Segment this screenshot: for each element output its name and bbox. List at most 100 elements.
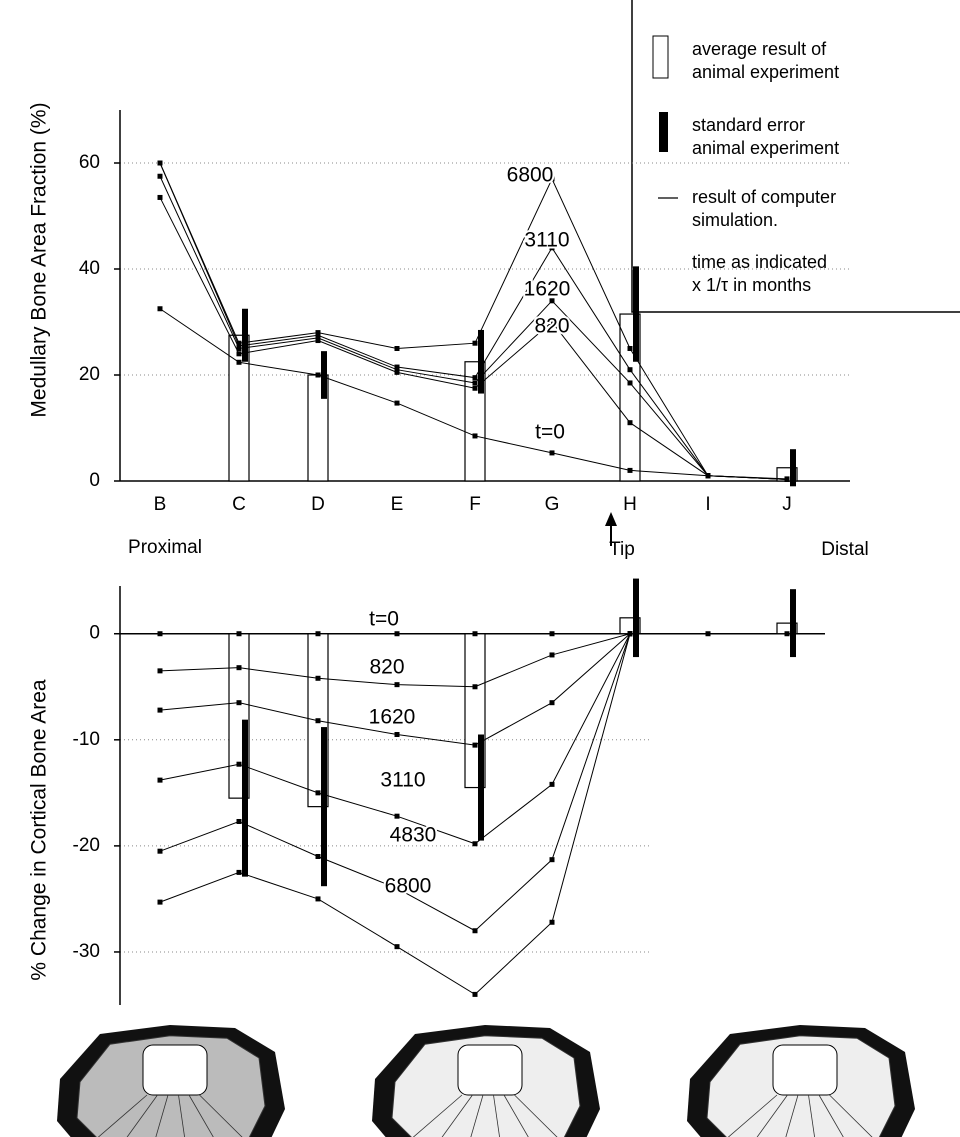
legend-text: average result of bbox=[692, 39, 827, 59]
error-bar bbox=[478, 735, 484, 841]
point bbox=[237, 360, 242, 365]
point bbox=[316, 373, 321, 378]
point bbox=[550, 652, 555, 657]
point bbox=[316, 854, 321, 859]
point bbox=[395, 944, 400, 949]
y-tick-label: -20 bbox=[73, 835, 100, 856]
y-tick-label: 60 bbox=[79, 152, 100, 173]
x-tick-label: J bbox=[782, 494, 792, 515]
error-bar bbox=[321, 351, 327, 399]
point bbox=[473, 841, 478, 846]
point bbox=[550, 631, 555, 636]
series-label: 6800 bbox=[507, 164, 554, 187]
point bbox=[395, 732, 400, 737]
point bbox=[316, 338, 321, 343]
point bbox=[785, 631, 790, 636]
series-label: 1620 bbox=[369, 706, 416, 729]
point bbox=[395, 370, 400, 375]
error-bar bbox=[633, 266, 639, 361]
point bbox=[158, 900, 163, 905]
y-tick-label: 0 bbox=[89, 470, 100, 491]
series-label: 820 bbox=[369, 656, 404, 679]
series-label: 1620 bbox=[524, 278, 571, 301]
error-bar bbox=[242, 720, 248, 877]
error-bar bbox=[790, 589, 796, 657]
point bbox=[473, 684, 478, 689]
figure: Medullary Bone Area Fraction (%) 0 20 40 60 B… bbox=[0, 0, 960, 1137]
series-label: t=0 bbox=[369, 608, 399, 631]
point bbox=[628, 468, 633, 473]
point bbox=[473, 743, 478, 748]
point bbox=[706, 473, 711, 478]
section-canal bbox=[773, 1045, 837, 1095]
point bbox=[473, 433, 478, 438]
point bbox=[158, 161, 163, 166]
x-tick-label: F bbox=[469, 494, 481, 515]
x-tick-label: B bbox=[154, 494, 167, 515]
point bbox=[237, 631, 242, 636]
point bbox=[473, 631, 478, 636]
point bbox=[316, 896, 321, 901]
legend-text: animal experiment bbox=[692, 138, 839, 158]
cross-sections bbox=[57, 1025, 915, 1137]
point bbox=[237, 870, 242, 875]
point bbox=[316, 790, 321, 795]
x-tick-label: D bbox=[311, 494, 325, 515]
series-label: t=0 bbox=[535, 421, 565, 444]
x-tick-label: E bbox=[391, 494, 404, 515]
point bbox=[550, 782, 555, 787]
y-axis-label: Medullary Bone Area Fraction (%) bbox=[28, 102, 51, 417]
legend-text: simulation. bbox=[692, 210, 778, 230]
section-canal bbox=[458, 1045, 522, 1095]
series-label: 4830 bbox=[390, 824, 437, 847]
section-canal bbox=[143, 1045, 207, 1095]
point bbox=[785, 476, 790, 481]
point bbox=[628, 420, 633, 425]
point bbox=[316, 631, 321, 636]
y-tick-label: 40 bbox=[79, 258, 100, 279]
point bbox=[395, 814, 400, 819]
point bbox=[237, 762, 242, 767]
legend-text: animal experiment bbox=[692, 62, 839, 82]
point bbox=[550, 857, 555, 862]
point bbox=[628, 631, 633, 636]
point bbox=[473, 341, 478, 346]
point bbox=[628, 380, 633, 385]
point bbox=[237, 819, 242, 824]
error-bar bbox=[478, 330, 484, 394]
error-bar bbox=[790, 449, 796, 486]
point bbox=[395, 631, 400, 636]
point bbox=[158, 778, 163, 783]
x-tick-label: C bbox=[232, 494, 246, 515]
legend-error-icon bbox=[659, 112, 668, 152]
point bbox=[473, 380, 478, 385]
point bbox=[473, 928, 478, 933]
point bbox=[473, 992, 478, 997]
point bbox=[550, 920, 555, 925]
error-bar bbox=[321, 727, 327, 886]
legend-text: x 1/τ in months bbox=[692, 275, 811, 295]
legend-bar-icon bbox=[653, 36, 668, 78]
legend-text: standard error bbox=[692, 115, 805, 135]
annotation: Distal bbox=[821, 539, 869, 560]
point bbox=[316, 718, 321, 723]
x-tick-label: H bbox=[623, 494, 637, 515]
series-label: 3110 bbox=[380, 769, 425, 792]
y-tick-label: -10 bbox=[73, 729, 100, 750]
legend-text: result of computer bbox=[692, 187, 836, 207]
y-tick-label: 20 bbox=[79, 364, 100, 385]
point bbox=[550, 700, 555, 705]
point bbox=[395, 346, 400, 351]
legend-text: time as indicated bbox=[692, 252, 827, 272]
y-axis-label: % Change in Cortical Bone Area bbox=[28, 679, 51, 980]
point bbox=[706, 631, 711, 636]
x-tick-label: G bbox=[545, 494, 560, 515]
point bbox=[158, 708, 163, 713]
point bbox=[550, 450, 555, 455]
point bbox=[628, 346, 633, 351]
point bbox=[158, 306, 163, 311]
annotation: Proximal bbox=[128, 537, 202, 558]
point bbox=[158, 631, 163, 636]
point bbox=[237, 665, 242, 670]
series-label: 3110 bbox=[524, 229, 569, 252]
